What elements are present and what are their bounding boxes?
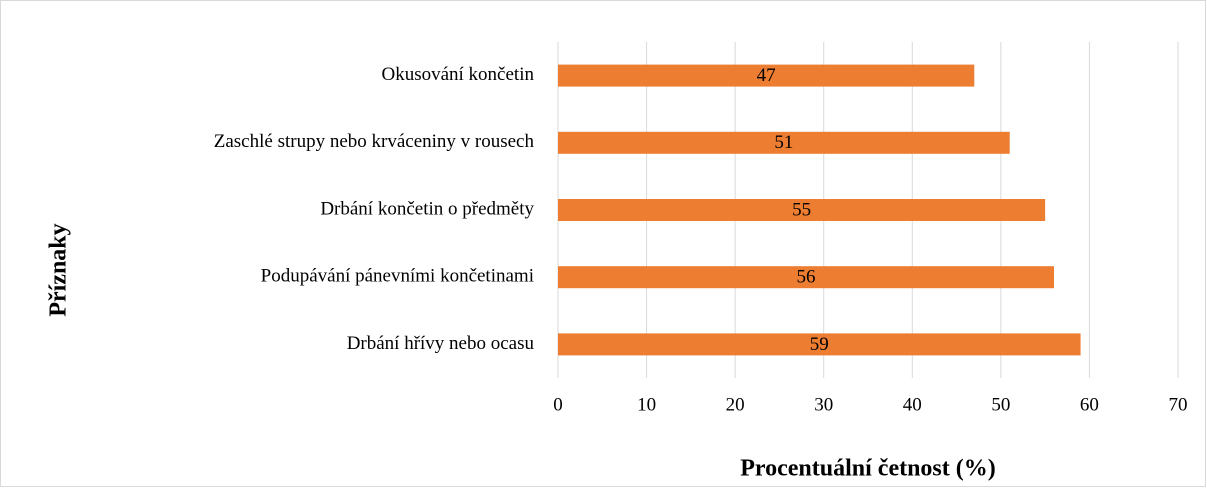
y-tick-label: Podupávání pánevními končetinami <box>261 266 534 287</box>
y-tick-label: Drbání končetin o předměty <box>320 198 534 219</box>
x-tick-label: 20 <box>726 394 745 415</box>
y-axis-title: Příznaky <box>46 223 72 316</box>
data-label: 47 <box>757 65 776 86</box>
bar <box>558 131 1010 154</box>
x-tick-label: 30 <box>814 394 833 415</box>
x-axis-title: Procentuální četnost (%) <box>740 456 996 482</box>
y-tick-label: Okusování končetin <box>381 64 534 85</box>
y-tick-label: Drbání hřívy nebo ocasu <box>347 333 535 354</box>
x-tick-label: 70 <box>1169 394 1188 415</box>
data-label: 55 <box>792 199 811 220</box>
x-tick-label: 60 <box>1080 394 1099 415</box>
x-tick-label: 40 <box>903 394 922 415</box>
data-label: 56 <box>797 267 816 288</box>
bar <box>558 266 1054 289</box>
x-tick-label: 0 <box>553 394 563 415</box>
bar <box>558 64 975 87</box>
bar <box>558 199 1046 221</box>
y-tick-label: Zaschlé strupy nebo krváceniny v rousech <box>214 131 535 152</box>
bar <box>558 333 1081 356</box>
x-tick-label: 10 <box>637 394 656 415</box>
x-tick-label: 50 <box>991 394 1010 415</box>
data-label: 59 <box>810 334 829 355</box>
data-label: 51 <box>774 132 793 153</box>
